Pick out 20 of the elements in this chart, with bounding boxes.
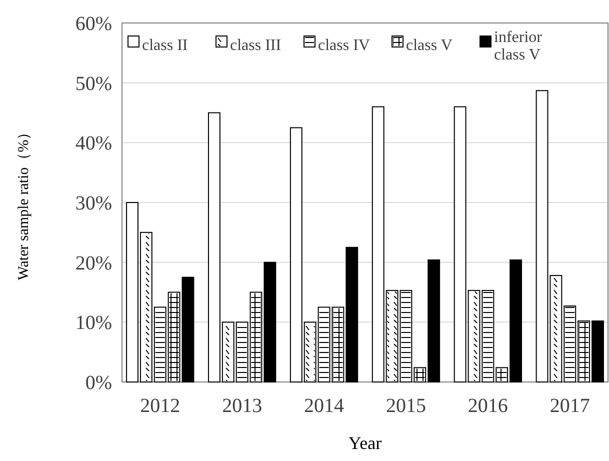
y-tick-label: 20% <box>75 252 112 274</box>
y-tick-label: 0% <box>85 372 112 394</box>
legend-label: class II <box>142 36 188 54</box>
y-tick-label: 30% <box>75 192 112 214</box>
x-tick-label: 2013 <box>222 395 262 417</box>
legend-label: inferior class V <box>494 28 543 64</box>
legend-label: class V <box>406 36 453 54</box>
x-axis-title: Year <box>348 433 382 453</box>
y-axis-title: Water sample ratio（%） <box>16 124 32 280</box>
x-tick-label: 2015 <box>386 395 426 417</box>
y-tick-label: 40% <box>75 132 112 155</box>
y-tick-label: 60% <box>75 13 112 35</box>
x-tick-label: 2016 <box>468 395 508 417</box>
y-tick-label: 10% <box>75 312 112 334</box>
x-tick-label: 2017 <box>550 395 590 417</box>
legend-label: class III <box>230 36 282 54</box>
y-tick-label: 50% <box>75 72 112 95</box>
legend-label: class IV <box>318 36 370 54</box>
x-tick-label: 2014 <box>304 395 344 417</box>
x-tick-label: 2012 <box>140 395 180 417</box>
